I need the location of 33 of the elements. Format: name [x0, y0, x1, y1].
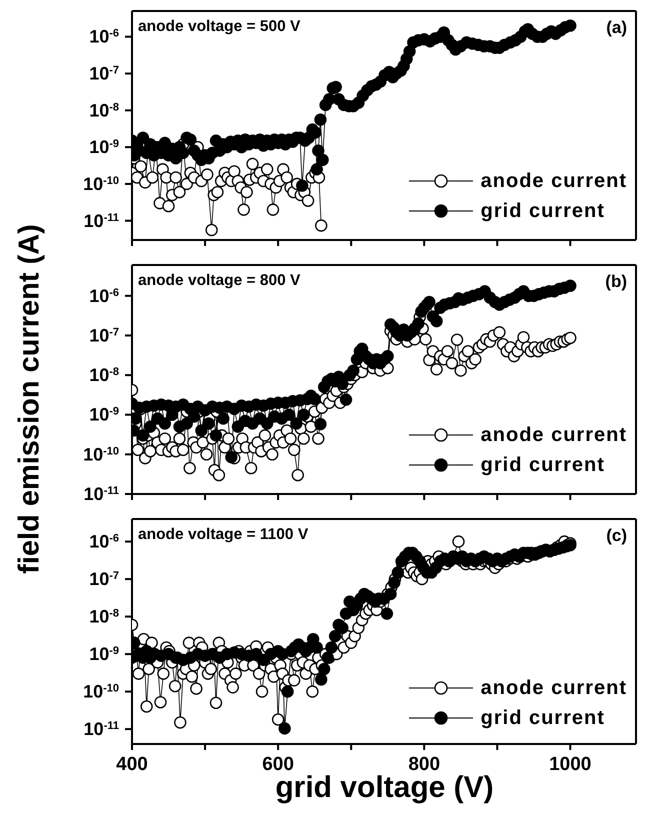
y-tick-label: 10$^{-6}$ [89, 26, 119, 47]
y-tick-label: 10$^{-7}$ [89, 325, 119, 346]
y-tick-label: 10$^{-6}$ [89, 286, 119, 306]
annotation: anode voltage = 500 V [138, 18, 300, 36]
legend-label: anode current [480, 170, 627, 192]
y-tick-label: 10$^{-11}$ [84, 210, 119, 231]
y-tick-label: 10$^{-8}$ [89, 365, 119, 386]
y-tick-label: 10$^{-6}$ [89, 532, 119, 552]
x-tick-label: 1000 [549, 754, 592, 775]
annotation: anode voltage = 800 V [138, 272, 300, 290]
y-tick-label: 10$^{-9}$ [89, 404, 119, 425]
y-tick-label: 10$^{-8}$ [89, 606, 119, 627]
annotation: anode voltage = 1100 V [138, 526, 308, 544]
y-tick-label: 10$^{-9}$ [89, 644, 119, 664]
y-tick-label: 10$^{-10}$ [83, 682, 119, 702]
annotation: (a) [606, 18, 627, 38]
annotation: (c) [606, 526, 627, 546]
y-axis-title: field emission current (A) [14, 224, 46, 574]
x-tick-label: 400 [116, 754, 148, 775]
y-tick-label: 10$^{-8}$ [89, 100, 119, 120]
y-tick-label: 10$^{-10}$ [83, 444, 119, 464]
y-tick-label: 10$^{-7}$ [89, 569, 119, 590]
y-tick-label: 10$^{-7}$ [89, 64, 119, 84]
legend-label: grid current [480, 454, 605, 476]
legend-label: anode current [480, 676, 627, 700]
legend-label: grid current [480, 706, 605, 730]
y-tick-label: 10$^{-11}$ [84, 484, 119, 504]
legend-label: anode current [480, 424, 627, 446]
y-tick-label: 10$^{-9}$ [89, 137, 119, 158]
annotation: (b) [605, 272, 627, 292]
y-tick-label: 10$^{-11}$ [84, 719, 119, 740]
y-tick-label: 10$^{-10}$ [83, 174, 119, 194]
legend-label: grid current [480, 200, 605, 222]
